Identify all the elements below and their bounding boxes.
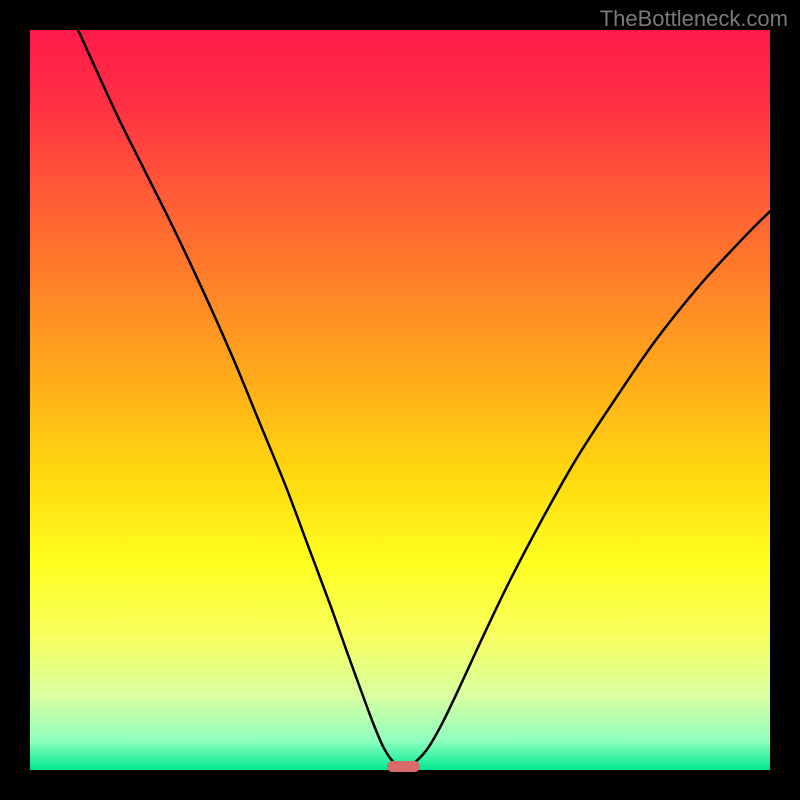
minimum-marker bbox=[387, 761, 420, 772]
chart-container: TheBottleneck.com bbox=[0, 0, 800, 800]
bottleneck-curve bbox=[30, 30, 770, 770]
plot-area bbox=[30, 30, 770, 770]
watermark-text: TheBottleneck.com bbox=[600, 6, 788, 32]
